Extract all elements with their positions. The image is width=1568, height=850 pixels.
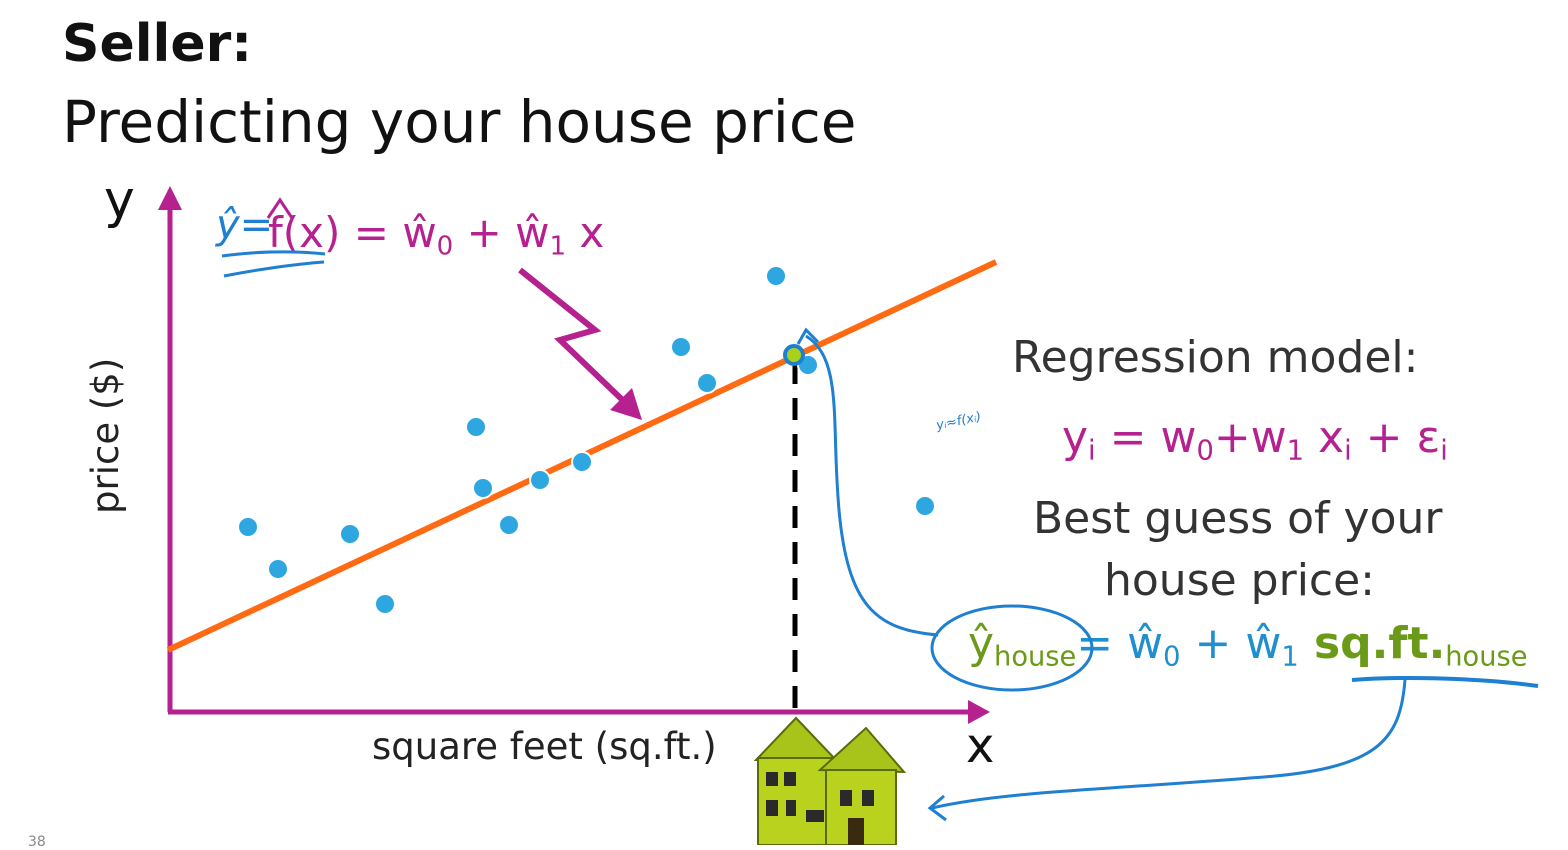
data-point <box>498 514 520 536</box>
data-point <box>374 593 396 615</box>
page-title: Predicting your house price <box>62 88 857 156</box>
blue-curve-arrow <box>805 334 939 637</box>
fhat-caret <box>266 197 294 219</box>
x-axis-arrowhead <box>968 700 990 724</box>
prediction-equation: ŷhouse= ŵ0 + ŵ1 sq.ft.house <box>968 618 1528 673</box>
y-axis-arrowhead <box>158 186 182 210</box>
handwritten-yhat: ŷ= <box>215 202 273 248</box>
fitted-function-formula: f(x) = ŵ0 + ŵ1 x <box>268 208 605 262</box>
regression-equation: yi = w0+w1 xi + εi <box>1062 412 1448 467</box>
data-points <box>237 265 936 615</box>
zigzag-arrowhead <box>610 388 642 420</box>
zigzag-arrow <box>518 267 638 415</box>
data-point <box>237 516 259 538</box>
x-axis-label: square feet (sq.ft.) <box>372 725 717 768</box>
data-point <box>472 477 494 499</box>
title-seller: Seller: <box>62 14 253 74</box>
data-point <box>765 265 787 287</box>
data-point <box>339 523 361 545</box>
handwritten-underline <box>221 250 326 258</box>
blue-curve-arrowhead <box>796 327 820 345</box>
data-point <box>529 469 551 491</box>
sqft-underline <box>1351 676 1539 688</box>
regression-model-heading: Regression model: <box>1012 332 1419 383</box>
y-axis-letter: y <box>104 170 135 230</box>
data-point <box>267 558 289 580</box>
data-point <box>571 451 593 473</box>
fhat-symbol: f(x) <box>268 208 341 257</box>
sqft-to-house-arrow <box>931 679 1407 810</box>
sqft-arrowhead <box>927 794 947 822</box>
data-point <box>914 495 936 517</box>
data-point <box>696 372 718 394</box>
best-guess-line1: Best guess of your <box>1033 493 1443 544</box>
data-point <box>670 336 692 358</box>
house-icon <box>753 716 907 845</box>
x-axis-letter: x <box>966 718 995 774</box>
prediction-point <box>783 344 805 366</box>
yhat-house-circle <box>930 604 1094 692</box>
best-guess-line2: house price: <box>1104 555 1376 606</box>
data-point <box>465 416 487 438</box>
handwritten-underline-2 <box>223 260 325 278</box>
